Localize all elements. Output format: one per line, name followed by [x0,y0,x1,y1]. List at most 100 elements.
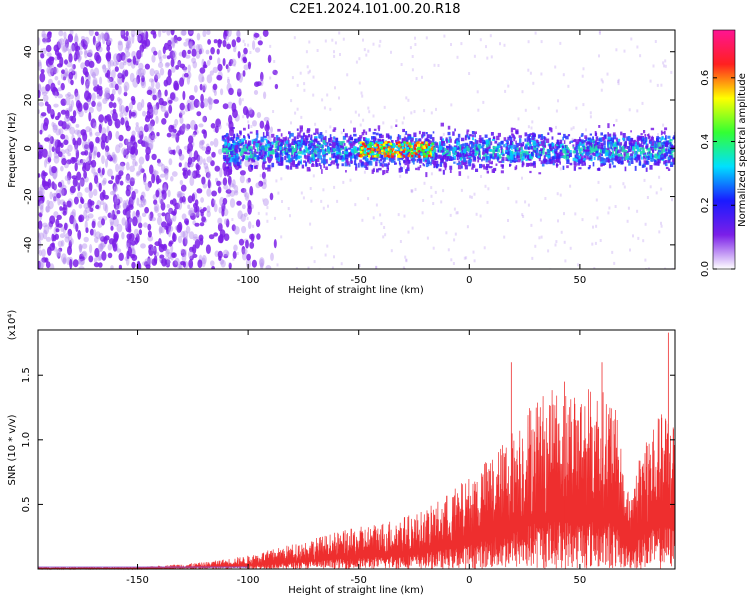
noise-cell [216,48,220,55]
signal-cell [453,155,456,159]
signal-cell [506,154,510,159]
noise-cell [67,92,72,97]
signal-cell [264,138,267,141]
noise-cell [101,251,107,261]
noise-cell [643,178,646,182]
noise-cell [176,36,182,42]
signal-cell [431,156,435,161]
peak-cell [430,147,434,151]
noise-cell [308,69,311,73]
signal-cell [587,141,591,145]
signal-cell [529,141,532,145]
signal-cell [530,133,534,136]
signal-cell [553,149,557,152]
signal-cell [329,147,332,151]
noise-cell [167,146,172,154]
signal-cell [518,135,522,138]
noise-cell [73,217,77,227]
noise-cell [177,221,183,232]
signal-cell [633,157,637,161]
x-tick-label: -150 [126,275,149,286]
peak-cell [364,153,368,156]
noise-cell [361,218,364,222]
signal-cell [543,148,546,151]
signal-cell [466,155,470,159]
noise-cell [97,101,102,107]
peak-cell [380,146,383,149]
noise-cell [154,241,161,247]
signal-cell [596,152,599,157]
signal-cell [382,170,385,176]
noise-cell [166,76,172,86]
noise-cell [217,217,223,225]
noise-cell [79,179,85,187]
noise-cell [38,83,42,92]
noise-cell [38,151,43,160]
noise-cell [129,72,135,83]
signal-cell [280,133,283,137]
noise-cell [112,242,118,252]
noise-cell [40,69,45,74]
noise-cell [209,55,213,61]
signal-cell [425,163,429,168]
noise-cell [585,128,587,132]
signal-cell [443,148,447,151]
signal-cell [412,153,415,158]
noise-cell [164,89,168,97]
noise-cell [50,82,56,93]
signal-cell [643,140,646,143]
signal-cell [389,156,393,160]
noise-cell [98,123,103,134]
noise-cell [538,236,541,240]
noise-cell [191,253,198,258]
signal-cell [658,137,661,140]
noise-cell [114,66,119,72]
noise-cell [570,127,573,131]
noise-cell [188,259,194,269]
signal-cell [610,141,613,147]
peak-cell [425,154,428,158]
noise-cell [119,112,124,118]
signal-cell [595,136,599,141]
noise-cell [372,42,375,46]
signal-cell [612,153,615,158]
noise-cell [38,220,43,230]
signal-cell [237,143,240,149]
noise-cell [155,174,160,185]
signal-cell [327,149,331,154]
signal-cell [375,140,379,144]
noise-cell [430,111,433,115]
noise-cell [269,192,274,201]
signal-cell [314,138,317,142]
signal-cell [336,142,339,146]
noise-cell [655,191,658,195]
signal-cell [665,151,668,157]
noise-cell [181,213,187,220]
signal-cell [321,146,323,150]
noise-cell [237,88,242,97]
signal-cell [527,154,531,160]
signal-cell [641,139,644,144]
signal-cell [228,149,231,153]
noise-cell [207,39,212,45]
noise-cell [171,252,176,258]
noise-cell [118,98,123,105]
noise-cell [119,61,125,70]
signal-cell [439,162,443,167]
noise-cell [206,210,211,218]
snr-y-ticks: 0.51.01.5 [21,367,675,512]
peak-cell [397,155,400,158]
noise-cell [662,61,665,65]
noise-cell [228,189,231,193]
signal-cell [248,144,250,147]
signal-cell [625,152,630,158]
noise-cell [74,88,79,98]
signal-cell [548,127,552,131]
signal-cell [556,139,559,143]
noise-cell [59,233,66,239]
signal-cell [383,170,386,175]
signal-cell [226,160,230,165]
noise-cell [148,108,153,114]
noise-cell [61,69,66,74]
signal-cell [234,161,237,165]
